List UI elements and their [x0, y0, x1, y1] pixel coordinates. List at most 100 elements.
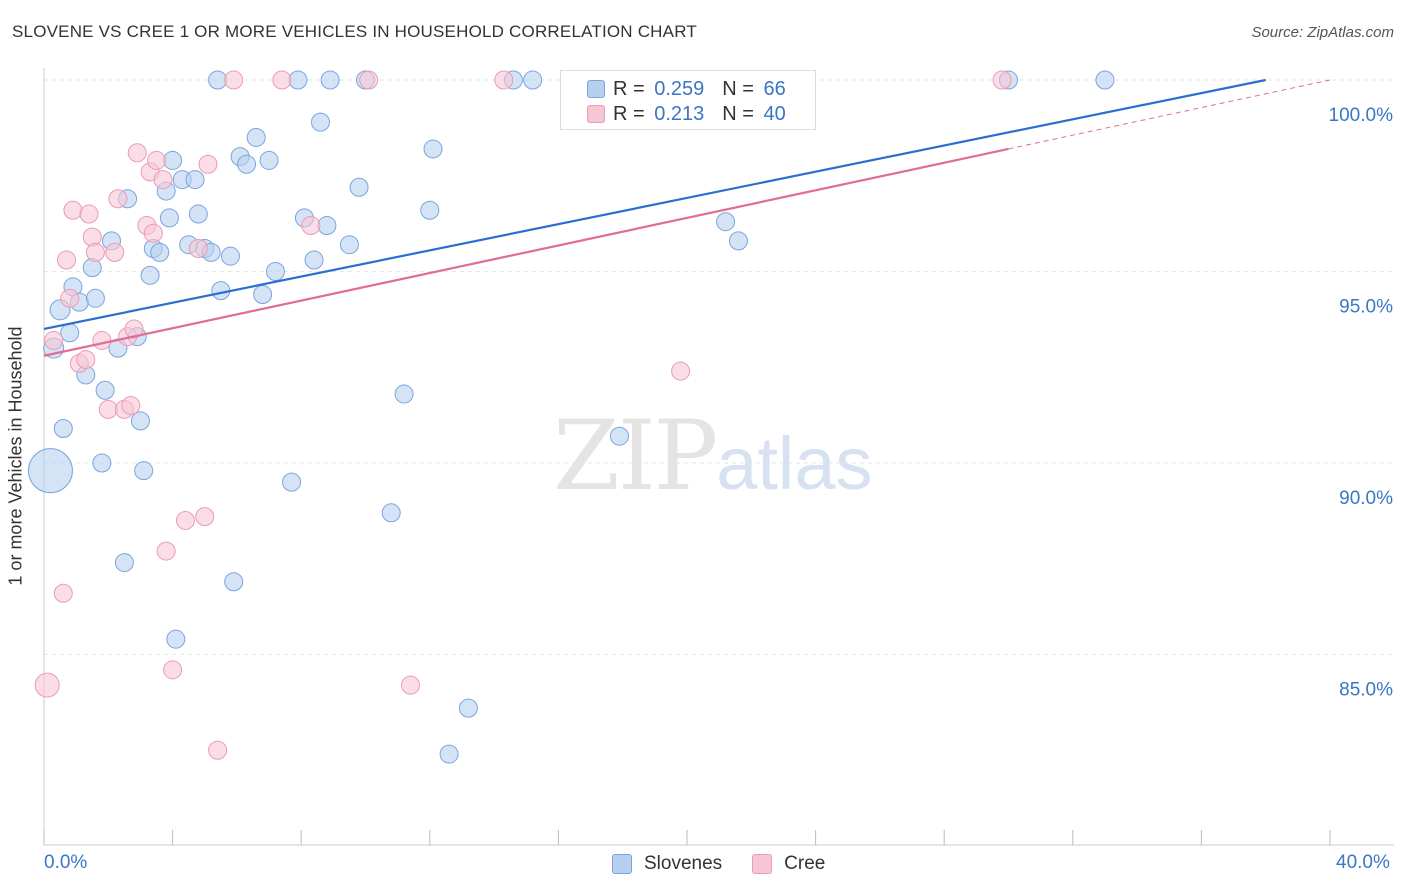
slovenes-point: [27, 448, 73, 494]
slovenes-point: [166, 629, 186, 649]
cree-point: [98, 399, 118, 419]
slovenes-point: [95, 380, 115, 400]
slovenes-point: [130, 411, 150, 431]
legend-r-value: 0.259: [654, 77, 705, 100]
slovenes-point: [188, 204, 208, 224]
legend-row-cree: R = 0.213 N = 40: [587, 102, 786, 126]
bottom-legend-slovenes[interactable]: Slovenes: [612, 853, 722, 875]
slovenes-point: [716, 212, 736, 232]
cree-point: [188, 239, 208, 259]
cree-point: [57, 250, 77, 270]
cree-point: [108, 189, 128, 209]
slovenes-point: [288, 70, 308, 90]
cree-point: [156, 541, 176, 561]
y-tick-label: 85.0%: [1339, 680, 1393, 701]
cree-point: [85, 242, 105, 262]
legend-row-slovenes: R = 0.259 N = 66: [587, 77, 786, 101]
cree-point: [494, 70, 514, 90]
legend-n-label: N =: [722, 102, 754, 125]
slovenes-point: [140, 265, 160, 285]
slovenes-point: [728, 231, 748, 251]
cree-point: [143, 223, 163, 243]
cree-point: [76, 350, 96, 370]
cree-point: [60, 288, 80, 308]
slovenes-point: [423, 139, 443, 159]
legend-r-label: R =: [613, 77, 645, 100]
y-tick-label: 95.0%: [1339, 297, 1393, 318]
source-label: Source: ZipAtlas.com: [1251, 24, 1394, 41]
chart-title: SLOVENE VS CREE 1 OR MORE VEHICLES IN HO…: [12, 22, 697, 41]
bottom-legend-swatch-cree: [752, 854, 773, 874]
cree-point: [127, 143, 147, 163]
slovenes-point: [523, 70, 543, 90]
legend-n-value: 40: [763, 102, 786, 125]
cree-point: [44, 330, 64, 350]
cree-point: [272, 70, 292, 90]
cree-point: [992, 70, 1012, 90]
watermark-zip: ZIP: [553, 400, 718, 512]
point-layer: [27, 70, 1115, 764]
slovenes-point: [394, 384, 414, 404]
axis-layer: [43, 68, 1394, 846]
cree-point: [92, 330, 112, 350]
legend-n-value: 66: [763, 77, 786, 100]
slovenes-point: [246, 127, 266, 147]
slovenes-point: [134, 461, 154, 481]
slovenes-point: [208, 70, 228, 90]
slovenes-point: [53, 419, 73, 439]
slovenes-point: [1095, 70, 1115, 90]
slovenes-point: [60, 323, 80, 343]
legend-n-label: N =: [722, 77, 754, 100]
cree-point: [34, 672, 60, 698]
slovenes-point: [339, 235, 359, 255]
slovenes-point: [310, 112, 330, 132]
cree-point: [301, 216, 321, 236]
cree-point: [198, 154, 218, 174]
cree-point: [105, 242, 125, 262]
slovenes-point: [458, 698, 478, 718]
slovenes-point: [609, 426, 629, 446]
slovenes-point: [381, 503, 401, 523]
slovenes-point: [317, 216, 337, 236]
cree-point: [224, 70, 244, 90]
bottom-legend-swatch-slovenes: [612, 854, 632, 874]
cree-point: [153, 170, 173, 190]
slovenes-point: [220, 246, 240, 266]
slovenes-point: [224, 572, 244, 592]
cree-point: [124, 319, 144, 339]
cree-point: [79, 204, 99, 224]
slovenes-point: [304, 250, 324, 270]
cree-point: [82, 227, 102, 247]
slovenes-point: [85, 288, 105, 308]
slovenes-point: [82, 258, 102, 278]
bottom-legend-cree[interactable]: Cree: [752, 853, 825, 875]
slovenes-point: [150, 242, 170, 262]
cree-point: [53, 583, 73, 603]
bottom-legend: Slovenes Cree: [612, 852, 855, 876]
slovenes-point: [439, 744, 459, 764]
slovenes-point: [265, 262, 285, 281]
cree-point: [208, 740, 228, 760]
legend-swatch-slovenes: [587, 80, 605, 98]
slovenes-point: [259, 150, 279, 170]
x-axis-label-left: 0.0%: [44, 852, 88, 873]
label-layer: 85.0% 90.0% 95.0% 100.0%: [1329, 105, 1394, 701]
bottom-legend-label-cree: Cree: [784, 853, 826, 874]
legend-r-label: R =: [613, 102, 645, 125]
cree-trend-extension: [1008, 79, 1331, 150]
legend-r-value: 0.213: [654, 102, 705, 125]
cree-point: [195, 507, 215, 527]
slovenes-point: [185, 170, 205, 190]
cree-point: [163, 660, 183, 680]
y-axis-title: 1 or more Vehicles in Household: [5, 326, 26, 586]
slovenes-point: [282, 472, 302, 492]
cree-point: [401, 675, 421, 695]
trend-layer: [43, 78, 1331, 357]
slovenes-point: [253, 284, 273, 304]
slovenes-point: [237, 154, 257, 174]
cree-point: [359, 70, 379, 90]
slovenes-point: [163, 150, 183, 170]
cree-point: [147, 150, 167, 170]
legend-swatch-cree: [587, 105, 605, 123]
